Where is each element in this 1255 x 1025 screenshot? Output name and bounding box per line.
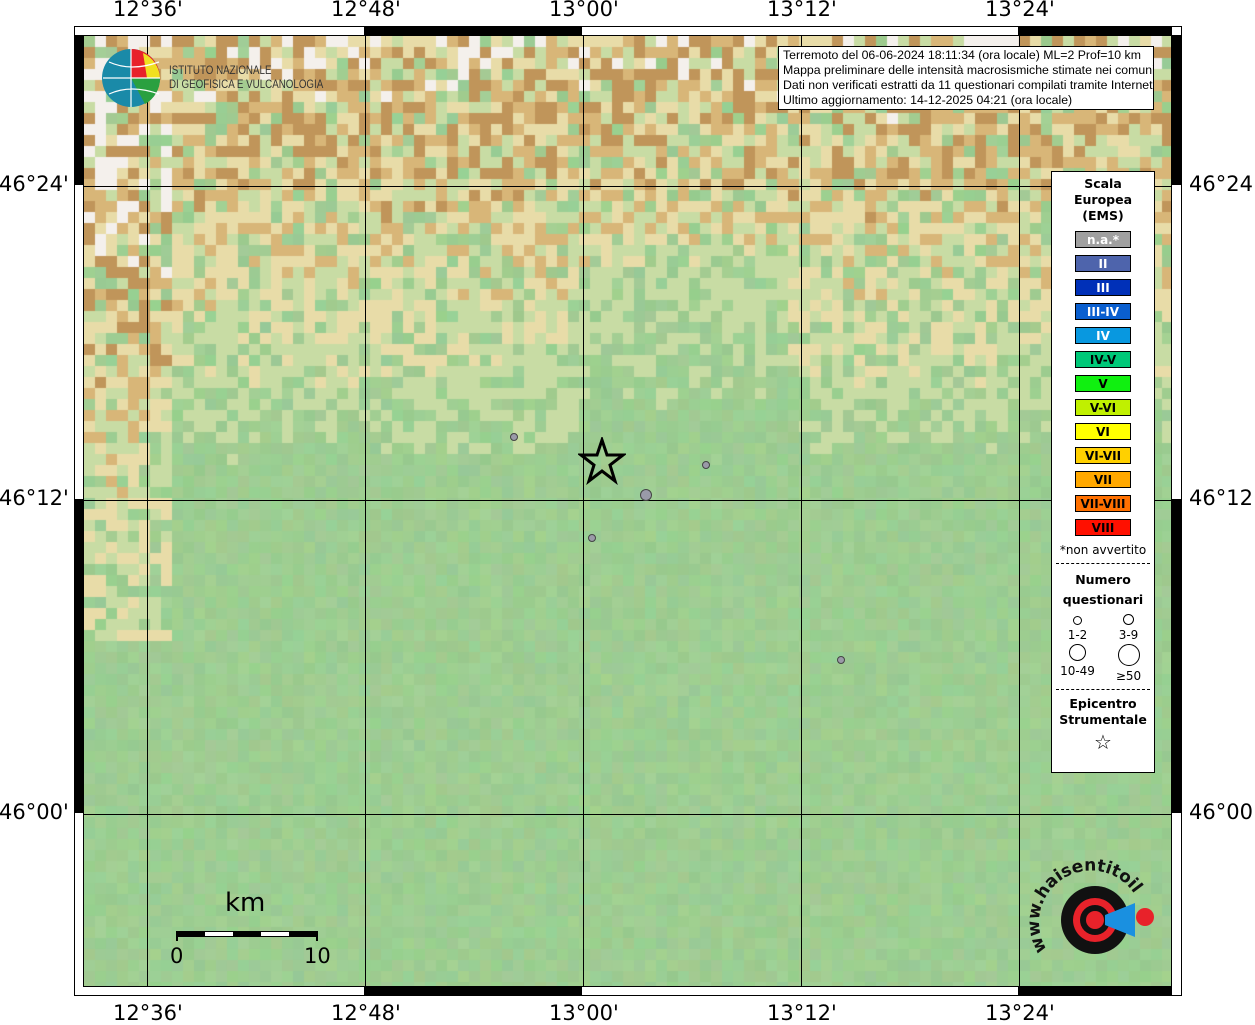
earthquake-info-box: Terremoto del 06-06-2024 18:11:34 (ora l…	[778, 46, 1154, 110]
meridian-line	[583, 36, 584, 986]
parallel-line	[84, 814, 1171, 815]
legend-note: *non avvertito	[1059, 543, 1147, 557]
count-label: ≥50	[1115, 669, 1142, 683]
ingv-globe-icon	[102, 49, 161, 107]
legend-swatch: IV	[1075, 327, 1131, 344]
lon-tick-label: 13°12'	[767, 0, 837, 21]
legend-title-3: (EMS)	[1082, 208, 1124, 223]
scale-bar: km 0 10	[170, 888, 331, 968]
frame-bar	[364, 987, 582, 996]
legend-swatch: VII-VIII	[1075, 495, 1131, 512]
legend-star-icon: ☆	[1094, 730, 1112, 754]
ingv-name-line1: ISTITUTO NAZIONALE	[169, 65, 272, 77]
observation-point[interactable]	[640, 489, 653, 502]
info-line-description: Mappa preliminare delle intensità macros…	[783, 63, 1154, 77]
info-line-source: Dati non verificati estratti da 11 quest…	[783, 78, 1154, 92]
frame-bar	[1172, 35, 1181, 185]
ingv-name-line2: DI GEOFISICA E VULCANOLOGIA	[169, 79, 324, 91]
terrain-background	[84, 36, 1171, 986]
count-title-1: Numero	[1075, 572, 1131, 587]
legend-swatch: VI-VII	[1075, 447, 1131, 464]
legend-swatch: V-VI	[1075, 399, 1131, 416]
epicenter-title-2: Strumentale	[1059, 712, 1147, 727]
count-circle-1-2	[1073, 616, 1082, 625]
frame-bar	[1018, 987, 1172, 996]
count-circle-50	[1117, 644, 1140, 666]
info-line-event: Terremoto del 06-06-2024 18:11:34 (ora l…	[783, 48, 1141, 62]
frame-bar	[74, 35, 83, 185]
legend-title-2: Europea	[1073, 192, 1133, 207]
lat-tick-label: 46°00'	[0, 800, 69, 824]
legend-swatch: VIII	[1075, 519, 1131, 536]
scale-unit: km	[225, 888, 266, 918]
haisentito-logo[interactable]: www.haisentitoilterremoto.it	[1016, 840, 1165, 980]
intensity-map[interactable]	[83, 35, 1172, 987]
count-title-2: questionari	[1062, 592, 1144, 607]
legend-title-1: Scala	[1084, 176, 1122, 191]
meridian-line	[801, 36, 802, 986]
count-label: 10-49	[1060, 664, 1095, 678]
legend-swatch: VI	[1075, 423, 1131, 440]
frame-bar	[1172, 499, 1181, 813]
lon-tick-label: 13°12'	[767, 1001, 837, 1025]
lat-tick-label: 46°24'	[0, 172, 69, 196]
lat-tick-label: 46°00'	[1189, 800, 1255, 824]
legend-swatch: VII	[1075, 471, 1131, 488]
legend-swatch: II	[1075, 255, 1131, 272]
legend-swatch: n.a.*	[1075, 231, 1131, 248]
info-line-updated: Ultimo aggiornamento: 14-12-2025 04:21 (…	[783, 93, 1073, 107]
meridian-line	[1019, 36, 1020, 986]
lon-tick-label: 12°48'	[331, 1001, 401, 1025]
legend-swatch: V	[1075, 375, 1131, 392]
lon-tick-label: 13°24'	[985, 0, 1055, 21]
lon-tick-label: 13°00'	[549, 1001, 619, 1025]
ems-legend: Scala Europea (EMS) n.a.* II III III-IV IV IV…	[1051, 171, 1155, 773]
legend-swatch: III-IV	[1075, 303, 1131, 320]
count-circle-10-49	[1069, 644, 1086, 661]
lat-tick-label: 46°12'	[0, 486, 69, 510]
scale-min: 0	[170, 944, 184, 968]
legend-swatch: IV-V	[1075, 351, 1131, 368]
frame-bar	[74, 499, 83, 813]
lon-tick-label: 12°36'	[113, 1001, 183, 1025]
count-label: 3-9	[1118, 628, 1139, 642]
lat-tick-label: 46°24'	[1189, 172, 1255, 196]
lat-tick-label: 46°12'	[1189, 486, 1255, 510]
observation-point[interactable]	[587, 533, 596, 542]
frame-bar	[1018, 26, 1172, 35]
ingv-logo: ISTITUTO NAZIONALE DI GEOFISICA E VULCAN…	[101, 47, 324, 111]
observation-point[interactable]	[510, 433, 519, 442]
meridian-line	[365, 36, 366, 986]
lon-tick-label: 13°24'	[985, 1001, 1055, 1025]
count-circle-3-9	[1123, 614, 1134, 625]
observation-point[interactable]	[837, 656, 846, 665]
parallel-line	[84, 186, 1171, 187]
frame-bar	[364, 26, 582, 35]
scale-max: 10	[304, 944, 331, 968]
meridian-line	[147, 36, 148, 986]
legend-swatch: III	[1075, 279, 1131, 296]
lon-tick-label: 13°00'	[549, 0, 619, 21]
count-label: 1-2	[1067, 628, 1088, 642]
parallel-line	[84, 500, 1171, 501]
epicenter-title-1: Epicentro	[1069, 696, 1137, 711]
epicenter-star-icon	[577, 436, 626, 485]
lon-tick-label: 12°48'	[331, 0, 401, 21]
observation-point[interactable]	[702, 461, 711, 470]
lon-tick-label: 12°36'	[113, 0, 183, 21]
